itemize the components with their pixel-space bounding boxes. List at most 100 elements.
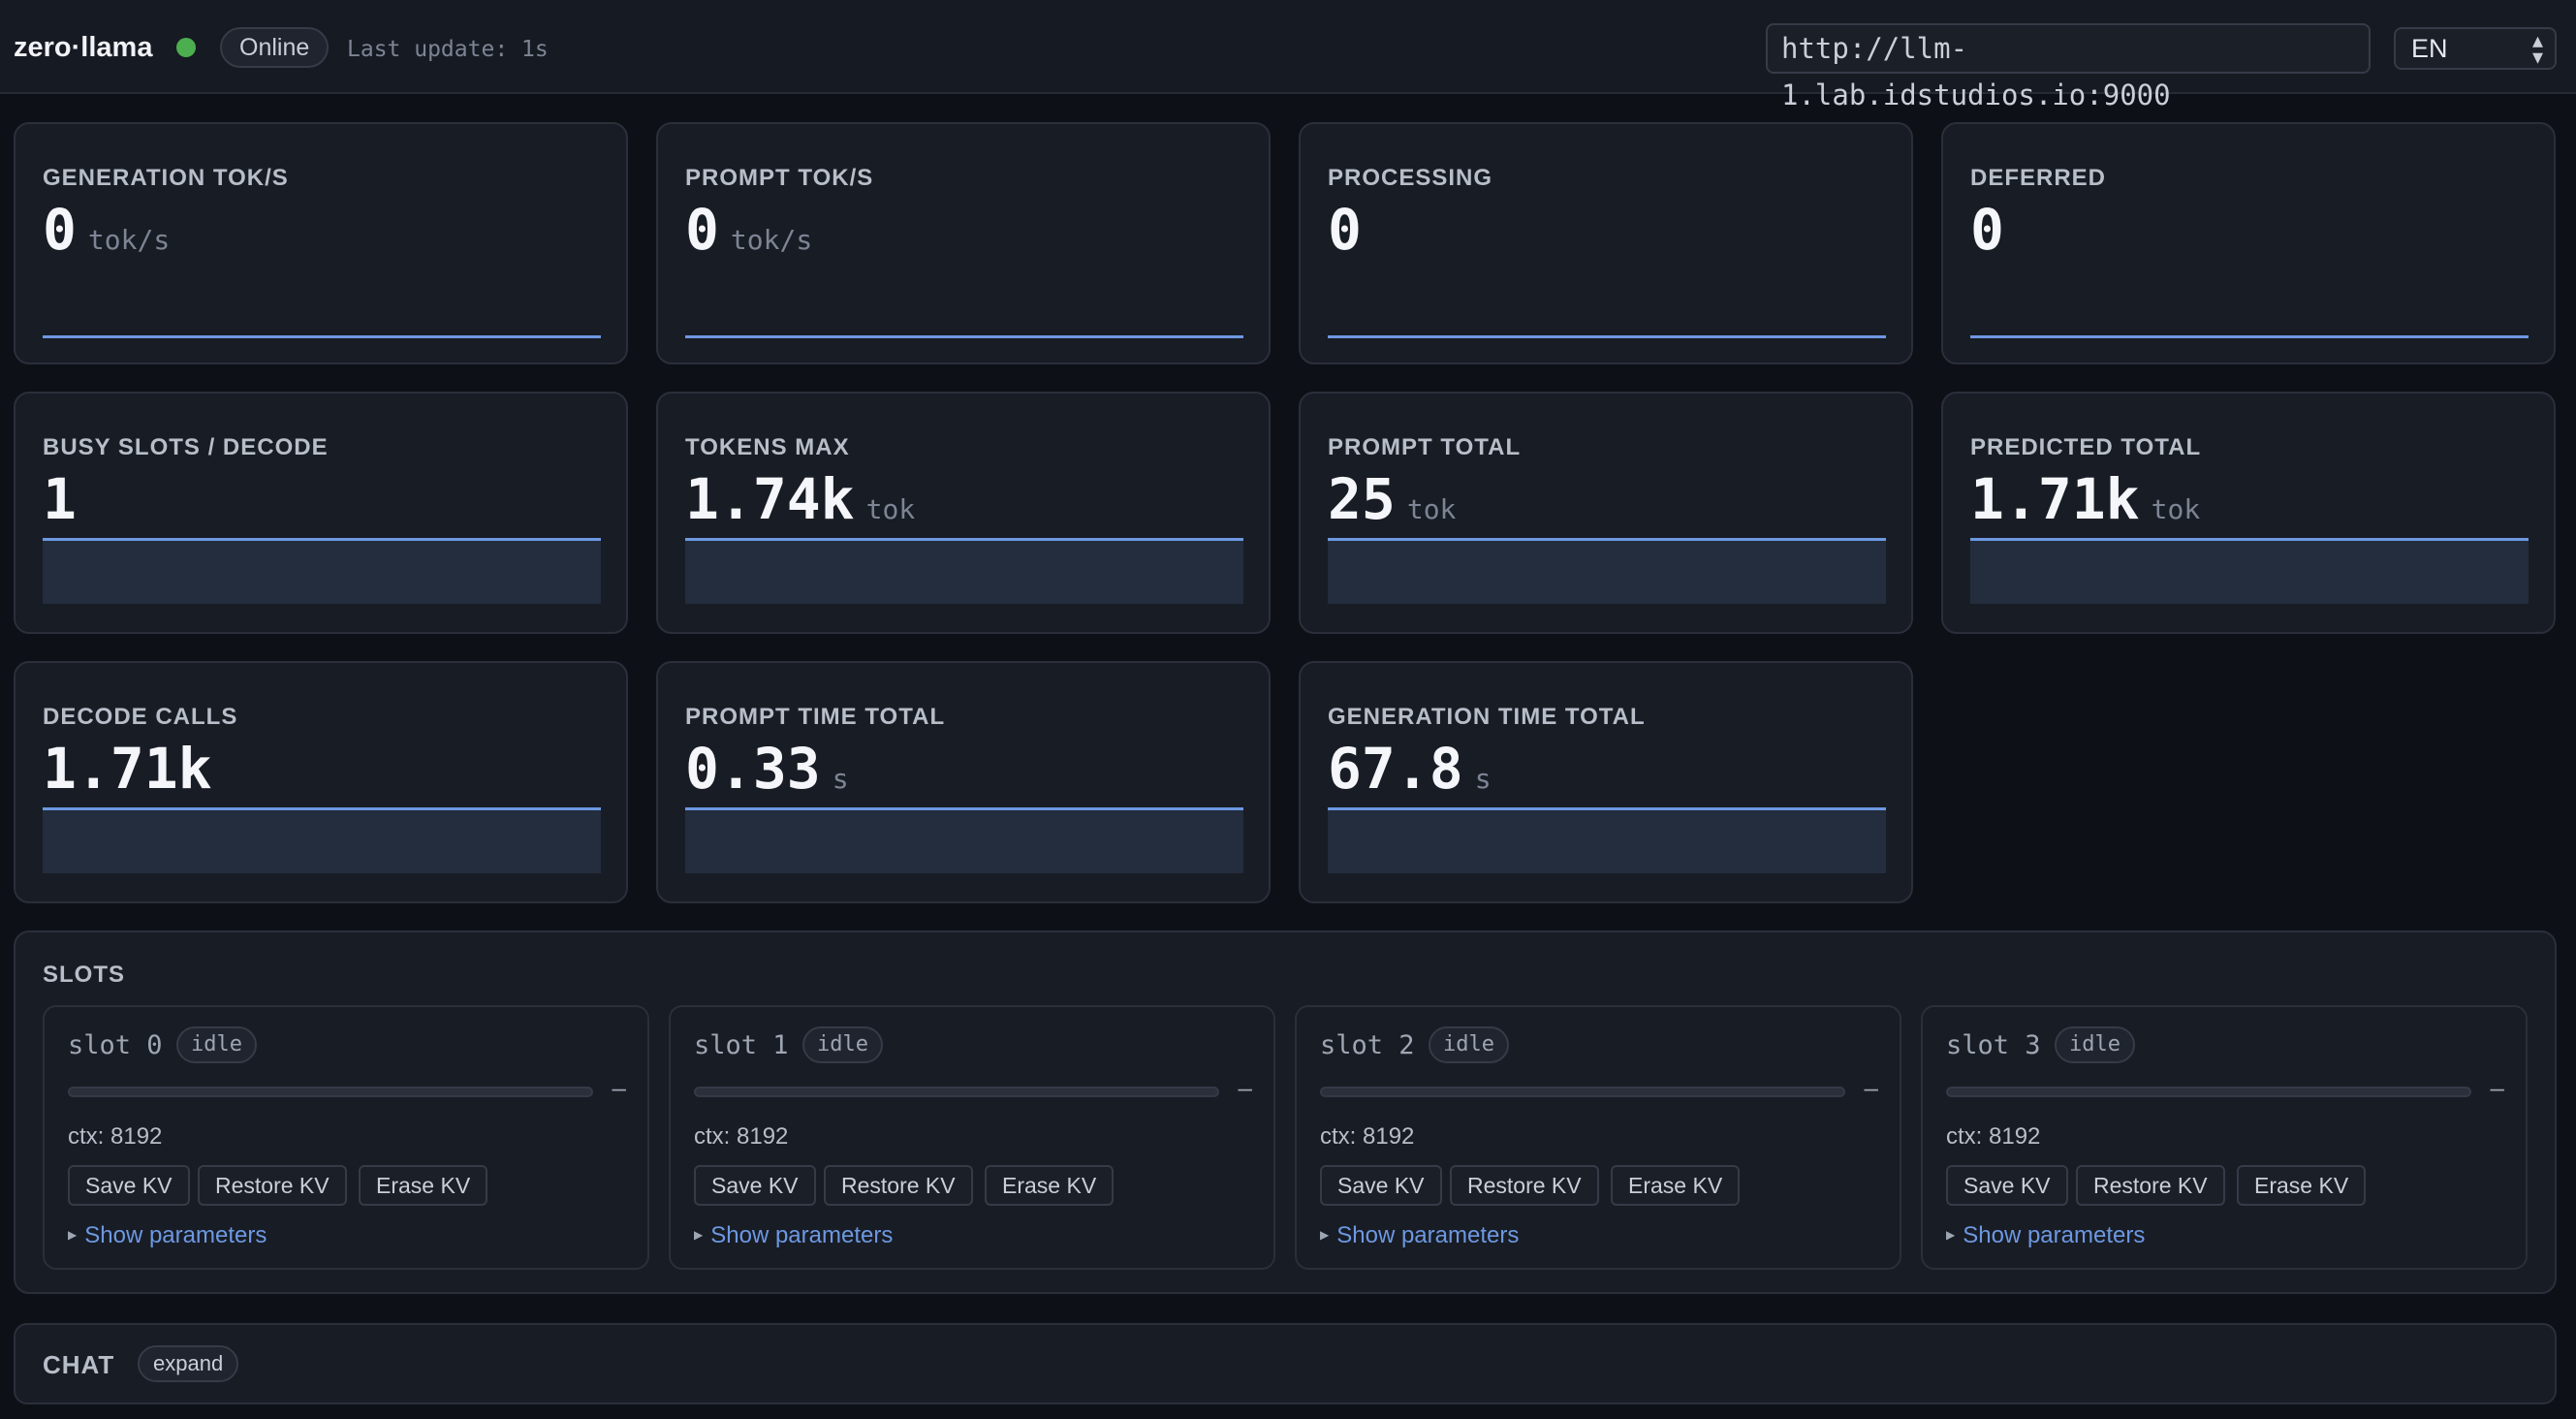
erase-kv-button[interactable]: Erase KV: [359, 1165, 488, 1206]
chevron-updown-icon: ▴ ▾: [2531, 28, 2543, 69]
slot-status-badge: idle: [1429, 1026, 1509, 1063]
slot-card: slot 1 idle – ctx: 8192 Save KV Restore …: [669, 1005, 1275, 1270]
show-parameters-label: Show parameters: [710, 1222, 894, 1248]
slot-name: slot 1: [694, 1030, 789, 1060]
restore-kv-button[interactable]: Restore KV: [824, 1165, 973, 1206]
metric-unit: tok/s: [730, 224, 813, 256]
chat-expand-button[interactable]: expand: [138, 1345, 239, 1382]
metric-label: PROMPT TOK/S: [685, 165, 874, 191]
chat-title: CHAT: [43, 1350, 115, 1379]
slot-card: slot 2 idle – ctx: 8192 Save KV Restore …: [1295, 1005, 1901, 1270]
metric-value: 0: [1328, 197, 1362, 263]
slot-context-size: ctx: 8192: [1946, 1123, 2041, 1150]
slot-progress-text: –: [1864, 1073, 1878, 1102]
slot-progress-text: –: [612, 1073, 626, 1102]
metric-value: 0: [1970, 197, 2004, 263]
metric-card-prompt-total: PROMPT TOTAL 25 tok: [1299, 392, 1913, 634]
metric-value: 1: [43, 466, 77, 532]
metric-unit: tok: [2151, 493, 2201, 525]
metric-card-decode-calls: DECODE CALLS 1.71k: [14, 661, 628, 903]
app-title: zero·llama: [14, 32, 153, 63]
slot-progress-bar: [694, 1087, 1219, 1097]
save-kv-button[interactable]: Save KV: [1946, 1165, 2068, 1206]
slot-card: slot 0 idle – ctx: 8192 Save KV Restore …: [43, 1005, 649, 1270]
sparkline: [1328, 335, 1886, 338]
metric-label: TOKENS MAX: [685, 434, 850, 460]
slot-status-badge: idle: [2055, 1026, 2135, 1063]
show-parameters-toggle[interactable]: ▶ Show parameters: [1946, 1222, 2145, 1249]
show-parameters-label: Show parameters: [1963, 1222, 2146, 1248]
metric-value: 1.74k: [685, 466, 855, 532]
erase-kv-button[interactable]: Erase KV: [2237, 1165, 2367, 1206]
metric-unit: s: [832, 763, 849, 795]
show-parameters-toggle[interactable]: ▶ Show parameters: [1320, 1222, 1519, 1249]
metric-card-generation-time-total: GENERATION TIME TOTAL 67.8 s: [1299, 661, 1913, 903]
metric-label: PROMPT TIME TOTAL: [685, 704, 946, 730]
sparkline-area: [43, 807, 601, 873]
metric-value: 0: [685, 197, 719, 263]
slot-name: slot 3: [1946, 1030, 2041, 1060]
disclosure-triangle-icon: ▶: [68, 1228, 78, 1242]
erase-kv-button[interactable]: Erase KV: [1611, 1165, 1741, 1206]
slots-panel: SLOTS slot 0 idle – ctx: 8192 Save KV Re…: [14, 930, 2557, 1294]
metric-card-processing: PROCESSING 0: [1299, 122, 1913, 364]
metric-value: 0: [43, 197, 77, 263]
metric-label: BUSY SLOTS / DECODE: [43, 434, 329, 460]
sparkline: [43, 335, 601, 338]
save-kv-button[interactable]: Save KV: [694, 1165, 816, 1206]
sparkline: [1970, 335, 2529, 338]
status-badge: Online: [220, 27, 330, 68]
metric-label: GENERATION TIME TOTAL: [1328, 704, 1646, 730]
sparkline-area: [43, 538, 601, 604]
save-kv-button[interactable]: Save KV: [1320, 1165, 1442, 1206]
metric-label: DECODE CALLS: [43, 704, 238, 730]
metric-label: PREDICTED TOTAL: [1970, 434, 2202, 460]
metric-label: PROMPT TOTAL: [1328, 434, 1522, 460]
metric-label: GENERATION TOK/S: [43, 165, 289, 191]
restore-kv-button[interactable]: Restore KV: [2076, 1165, 2225, 1206]
restore-kv-button[interactable]: Restore KV: [1450, 1165, 1599, 1206]
server-url-input[interactable]: http://llm-1.lab.idstudios.io:9000: [1766, 23, 2371, 111]
slot-progress-text: –: [2490, 1073, 2504, 1102]
metric-card-prompt-time-total: PROMPT TIME TOTAL 0.33 s: [656, 661, 1271, 903]
slot-status-badge: idle: [802, 1026, 883, 1063]
show-parameters-toggle[interactable]: ▶ Show parameters: [68, 1222, 267, 1249]
slot-progress-text: –: [1238, 1073, 1252, 1102]
chat-panel: CHAT expand: [14, 1323, 2557, 1404]
show-parameters-toggle[interactable]: ▶ Show parameters: [694, 1222, 893, 1249]
sparkline-area: [685, 807, 1243, 873]
metric-value: 1.71k: [1970, 466, 2140, 532]
metric-value: 25: [1328, 466, 1396, 532]
sparkline-area: [1970, 538, 2529, 604]
metric-value: 0.33: [685, 736, 821, 802]
disclosure-triangle-icon: ▶: [1320, 1228, 1330, 1242]
last-update-text: Last update: 1s: [347, 37, 549, 62]
slot-context-size: ctx: 8192: [1320, 1123, 1415, 1150]
slot-card: slot 3 idle – ctx: 8192 Save KV Restore …: [1921, 1005, 2528, 1270]
metric-unit: tok: [865, 493, 916, 525]
language-select[interactable]: EN ▴ ▾: [2394, 27, 2557, 70]
erase-kv-button[interactable]: Erase KV: [985, 1165, 1115, 1206]
slot-progress-bar: [1320, 1087, 1845, 1097]
slots-title: SLOTS: [43, 962, 126, 988]
metric-card-tokens-max: TOKENS MAX 1.74k tok: [656, 392, 1271, 634]
online-status-dot-icon: [176, 38, 196, 57]
metric-card-busy-slots: BUSY SLOTS / DECODE 1: [14, 392, 628, 634]
save-kv-button[interactable]: Save KV: [68, 1165, 190, 1206]
top-bar: zero·llama Online Last update: 1s http:/…: [0, 0, 2576, 111]
metric-card-predicted-total: PREDICTED TOTAL 1.71k tok: [1941, 392, 2556, 634]
slot-progress-bar: [68, 1087, 593, 1097]
metric-unit: s: [1474, 763, 1492, 795]
metric-unit: tok: [1406, 493, 1457, 525]
metric-label: PROCESSING: [1328, 165, 1493, 191]
show-parameters-label: Show parameters: [84, 1222, 267, 1248]
metric-card-deferred: DEFERRED 0: [1941, 122, 2556, 364]
sparkline: [685, 335, 1243, 338]
sparkline-area: [685, 538, 1243, 604]
metric-value: 67.8: [1328, 736, 1463, 802]
sparkline-area: [1328, 538, 1886, 604]
restore-kv-button[interactable]: Restore KV: [198, 1165, 347, 1206]
slot-progress-bar: [1946, 1087, 2471, 1097]
metric-card-generation-tok-s: GENERATION TOK/S 0 tok/s: [14, 122, 628, 364]
slot-context-size: ctx: 8192: [694, 1123, 789, 1150]
